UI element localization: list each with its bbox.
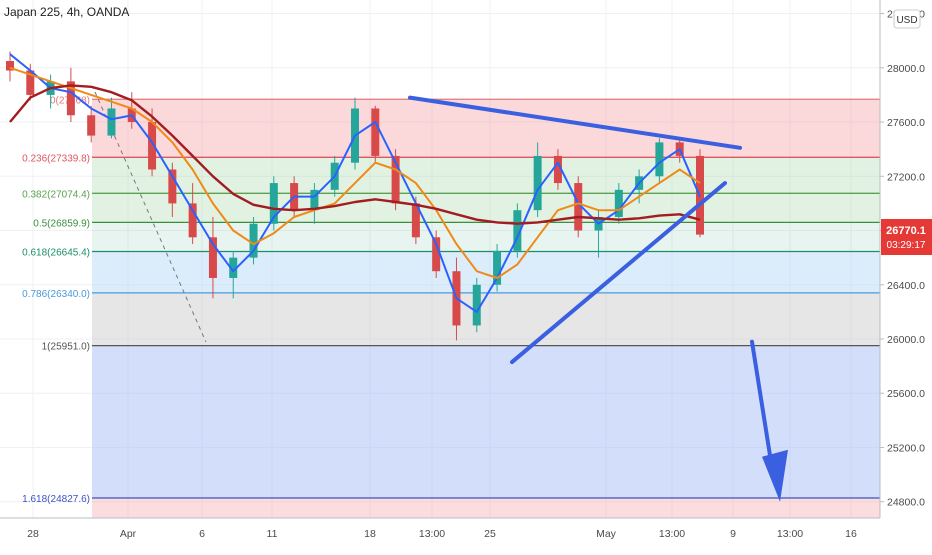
projection-arrow-head: [762, 449, 788, 502]
trendlines[interactable]: [408, 95, 742, 365]
fib-zone-6: [92, 345, 880, 498]
time-tick-label-5: 13:00: [419, 528, 445, 540]
last-price-value: 26770.1: [886, 225, 926, 237]
candle-body-4: [87, 115, 96, 136]
candle-body-13: [269, 183, 278, 224]
candle-body-1: [26, 70, 35, 95]
fib-diagonal-guide: [94, 91, 207, 343]
time-tick-label-3: 11: [267, 528, 278, 540]
last-price-badge: 26770.1 03:29:17: [881, 219, 932, 255]
moving-average-line-2: [9, 84, 701, 225]
candle-body-23: [472, 284, 481, 326]
candle-body-10: [208, 237, 217, 278]
candle-body-7: [148, 122, 157, 170]
candle-body-28: [574, 183, 583, 231]
moving-average-line-0: [9, 53, 701, 313]
candle-body-9: [188, 203, 197, 238]
fib-zone-3: [92, 222, 880, 252]
fibonacci-labels: 0(27768)0.236(27339.8)0.382(27074.4)0.5(…: [22, 95, 90, 505]
candle-body-0: [6, 61, 14, 71]
fib-label-2: 0.382(27074.4): [22, 189, 90, 200]
candle-body-24: [493, 250, 502, 285]
candle-body-3: [66, 81, 75, 116]
price-tick-label-6: 26000.0: [887, 334, 925, 346]
time-tick-label-8: 13:00: [659, 528, 685, 540]
time-tick-label-4: 18: [364, 528, 376, 540]
candle-body-15: [310, 189, 319, 211]
price-tick-label-9: 24800.0: [887, 497, 925, 509]
candle-body-19: [391, 155, 400, 204]
candle-body-26: [533, 155, 542, 211]
moving-averages: [9, 53, 701, 313]
time-axis-background: [0, 518, 932, 550]
price-tick-label-1: 28000.0: [887, 63, 925, 75]
candle-body-32: [655, 142, 664, 177]
fib-label-1: 0.236(27339.8): [22, 153, 90, 164]
candle-body-18: [371, 108, 380, 156]
trendline-lower-support: [510, 181, 727, 365]
fibonacci-lines: [92, 98, 880, 499]
time-tick-label-2: 6: [199, 528, 205, 540]
fib-label-3: 0.5(26859.9): [33, 218, 90, 229]
projection-arrow-shaft: [750, 339, 773, 464]
fibonacci-fills: [92, 99, 880, 518]
price-axis-background: [880, 0, 932, 518]
projection-arrow[interactable]: [750, 339, 788, 502]
price-tick-label-3: 27200.0: [887, 171, 925, 183]
fib-zone-5: [92, 292, 880, 346]
candle-body-25: [513, 210, 522, 251]
candle-body-21: [432, 237, 441, 272]
candle-body-11: [229, 257, 238, 278]
time-tick-label-7: May: [596, 528, 617, 540]
price-tick-label-5: 26400.0: [887, 280, 925, 292]
time-tick-label-9: 9: [730, 528, 736, 540]
time-tick-label-1: Apr: [120, 528, 137, 540]
time-tick-label-10: 13:00: [777, 528, 803, 540]
fib-zone-7: [92, 497, 880, 518]
candle-body-5: [107, 108, 116, 136]
moving-average-line-1: [9, 66, 701, 279]
last-price-badge-box: [881, 219, 932, 255]
fib-label-6: 1(25951.0): [42, 342, 90, 353]
candle-body-30: [614, 189, 623, 217]
fib-zone-1: [92, 157, 880, 194]
symbol-title: Japan 225, 4h, OANDA: [4, 5, 129, 19]
candle-body-8: [168, 169, 177, 204]
fib-label-4: 0.618(26645.4): [22, 247, 90, 258]
candle-body-12: [249, 223, 258, 258]
time-tick-label-11: 16: [845, 528, 857, 540]
price-tick-label-2: 27600.0: [887, 117, 925, 129]
price-tick-label-7: 25600.0: [887, 388, 925, 400]
currency-badge[interactable]: USD: [896, 15, 917, 26]
trendline-upper-resistance: [408, 95, 742, 150]
time-axis[interactable]: 28 Apr 6 11 18 13:00 25 May 13:00 9 13:00 16: [27, 528, 857, 540]
candle-body-20: [411, 203, 420, 238]
time-tick-label-0: 28: [27, 528, 39, 540]
fib-label-5: 0.786(26340.0): [22, 289, 90, 300]
candle-body-27: [553, 155, 562, 184]
currency-badge-box: [893, 9, 921, 29]
last-price-countdown: 03:29:17: [887, 240, 926, 251]
time-tick-label-6: 25: [484, 528, 496, 540]
fib-label-7: 1.618(24827.6): [22, 494, 90, 505]
price-tick-label-8: 25200.0: [887, 442, 925, 454]
